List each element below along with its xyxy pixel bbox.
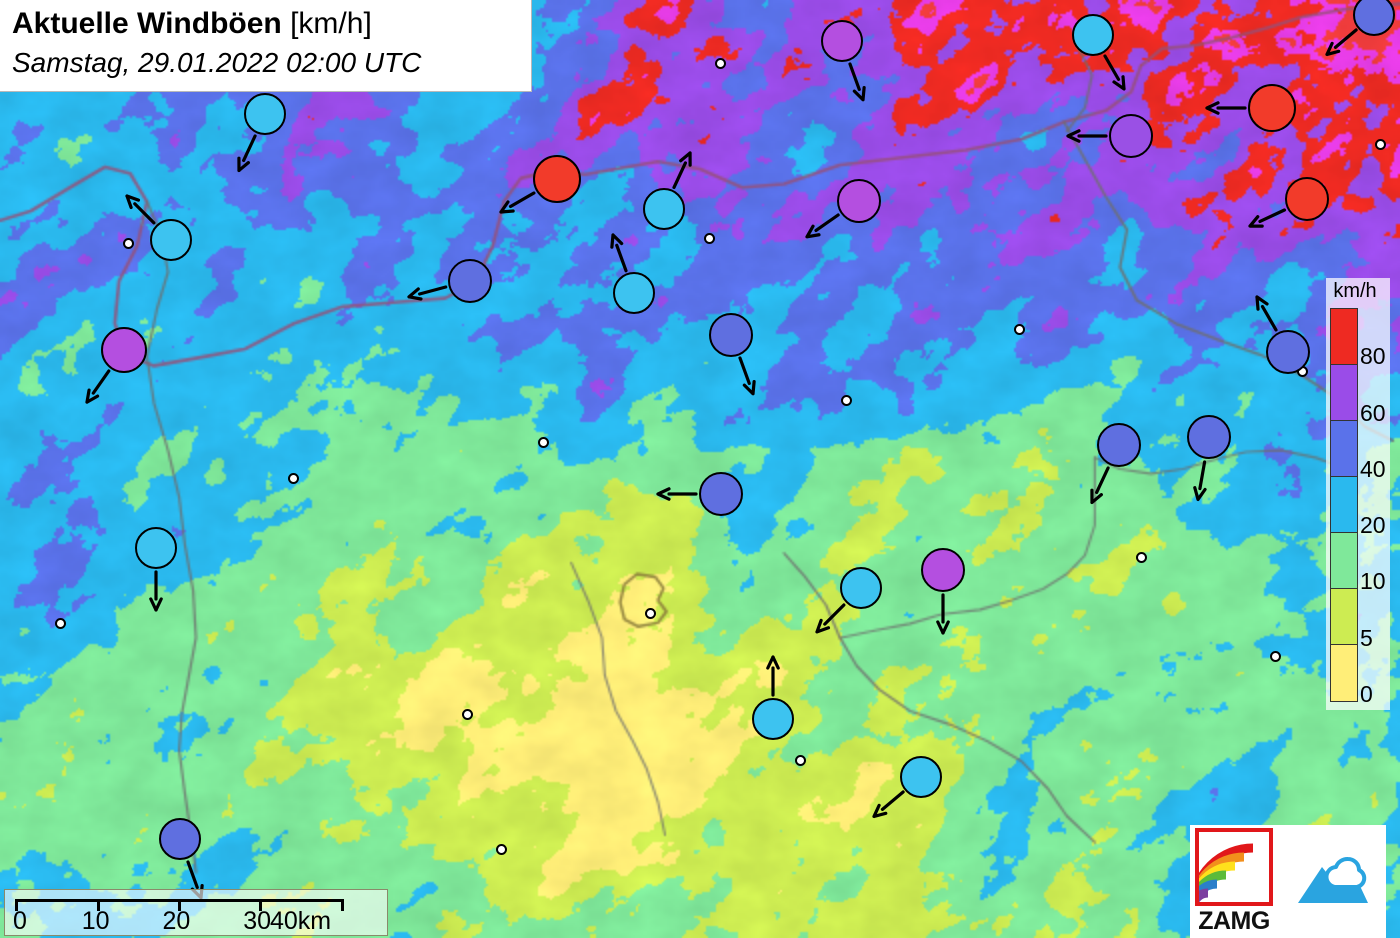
logo-group: ZAMG (1190, 825, 1386, 938)
scalebar-tick (178, 902, 181, 911)
station-gust-bubble[interactable] (101, 327, 147, 373)
station-gust-bubble[interactable] (1109, 114, 1153, 158)
legend-band (1331, 421, 1357, 477)
station-gust-bubble[interactable] (643, 188, 685, 230)
scalebar-tick (258, 902, 262, 911)
place-label (1266, 651, 1281, 662)
legend-band (1331, 589, 1357, 645)
station-gust-bubble[interactable] (1248, 84, 1296, 132)
station-gust-bubble[interactable] (159, 818, 201, 860)
legend-band (1331, 365, 1357, 421)
station-gust-bubble[interactable] (1266, 330, 1310, 374)
station-gust-bubble[interactable] (1285, 177, 1329, 221)
place-label (1014, 324, 1029, 335)
station-gust-bubble[interactable] (709, 313, 753, 357)
place-marker-dot (55, 618, 66, 629)
scalebar-label: 0 (13, 907, 27, 935)
weather-logo[interactable] (1278, 825, 1386, 938)
scalebar-rule (15, 899, 344, 911)
scalebar-label: 40km (270, 907, 332, 935)
rainbow-arcs-icon (1199, 843, 1254, 902)
place-label (538, 437, 553, 448)
station-gust-bubble[interactable] (1187, 415, 1231, 459)
map-title: Aktuelle Windböen [km/h] (12, 4, 521, 44)
station-gust-bubble[interactable] (533, 155, 581, 203)
station-gust-bubble[interactable] (837, 179, 881, 223)
place-marker-dot (645, 608, 656, 619)
scalebar-label: 30 (243, 907, 272, 935)
zamg-wordmark: ZAMG (1198, 907, 1270, 935)
place-label (704, 233, 719, 244)
mountain-cloud-icon (1298, 857, 1368, 903)
place-marker-dot (496, 844, 507, 855)
legend-band (1331, 309, 1357, 365)
station-gust-bubble[interactable] (752, 698, 794, 740)
title-main: Aktuelle Windböen (12, 7, 282, 40)
place-marker-dot (1136, 552, 1147, 563)
legend-tick-label: 60 (1360, 399, 1386, 426)
place-marker-dot (538, 437, 549, 448)
station-gust-bubble[interactable] (821, 20, 863, 62)
station-gust-bubble[interactable] (1353, 0, 1395, 36)
place-marker-dot (841, 395, 852, 406)
place-label (645, 608, 660, 619)
place-marker-dot (1375, 139, 1386, 150)
legend-tick-label: 20 (1360, 512, 1386, 539)
place-marker-dot (704, 233, 715, 244)
legend-tick-label: 80 (1360, 343, 1386, 370)
place-label (462, 709, 477, 720)
place-label (55, 618, 70, 629)
station-gust-bubble[interactable] (448, 259, 492, 303)
place-label (119, 238, 134, 249)
legend-colorbar: km/h 80 60 40 20 10 5 0 (1326, 278, 1390, 710)
map-datetime: Samstag, 29.01.2022 02:00 UTC (12, 47, 422, 78)
distance-scalebar: 0 10 20 30 40km (4, 889, 388, 936)
station-gust-bubble[interactable] (1097, 423, 1141, 467)
legend-band (1331, 533, 1357, 589)
legend-tick-label: 10 (1360, 568, 1386, 595)
zamg-logo[interactable]: ZAMG (1190, 825, 1278, 938)
place-label (284, 473, 299, 484)
station-gust-bubble[interactable] (840, 567, 882, 609)
place-marker-dot (288, 473, 299, 484)
station-gust-bubble[interactable] (900, 756, 942, 798)
legend-tick-label: 5 (1360, 624, 1373, 651)
place-marker-dot (123, 238, 134, 249)
scalebar-tick (97, 902, 101, 911)
title-card: Aktuelle Windböen [km/h] Samstag, 29.01.… (0, 0, 532, 92)
legend-unit-label: km/h (1333, 280, 1377, 302)
place-marker-dot (715, 58, 726, 69)
place-label (1136, 552, 1151, 563)
legend-band (1331, 645, 1357, 701)
place-label (791, 755, 806, 766)
legend-tick-label: 40 (1360, 455, 1386, 482)
legend-color-strip (1330, 308, 1358, 702)
legend-band (1331, 477, 1357, 533)
zamg-rainbow-icon (1195, 828, 1273, 906)
place-marker-dot (462, 709, 473, 720)
station-gust-bubble[interactable] (244, 93, 286, 135)
place-label (711, 58, 726, 69)
scalebar-label: 20 (162, 907, 191, 935)
station-gust-bubble[interactable] (921, 548, 965, 592)
place-label (496, 844, 511, 855)
station-gust-bubble[interactable] (1072, 14, 1114, 56)
station-gust-bubble[interactable] (699, 472, 743, 516)
station-gust-bubble[interactable] (613, 272, 655, 314)
place-label (1371, 139, 1386, 150)
station-gust-bubble[interactable] (150, 219, 192, 261)
scalebar-label: 10 (81, 907, 110, 935)
title-unit: [km/h] (290, 7, 372, 40)
station-gust-bubble[interactable] (135, 527, 177, 569)
place-marker-dot (1270, 651, 1281, 662)
place-label (841, 395, 856, 406)
legend-tick-label: 0 (1360, 681, 1373, 707)
place-marker-dot (795, 755, 806, 766)
place-marker-dot (1014, 324, 1025, 335)
